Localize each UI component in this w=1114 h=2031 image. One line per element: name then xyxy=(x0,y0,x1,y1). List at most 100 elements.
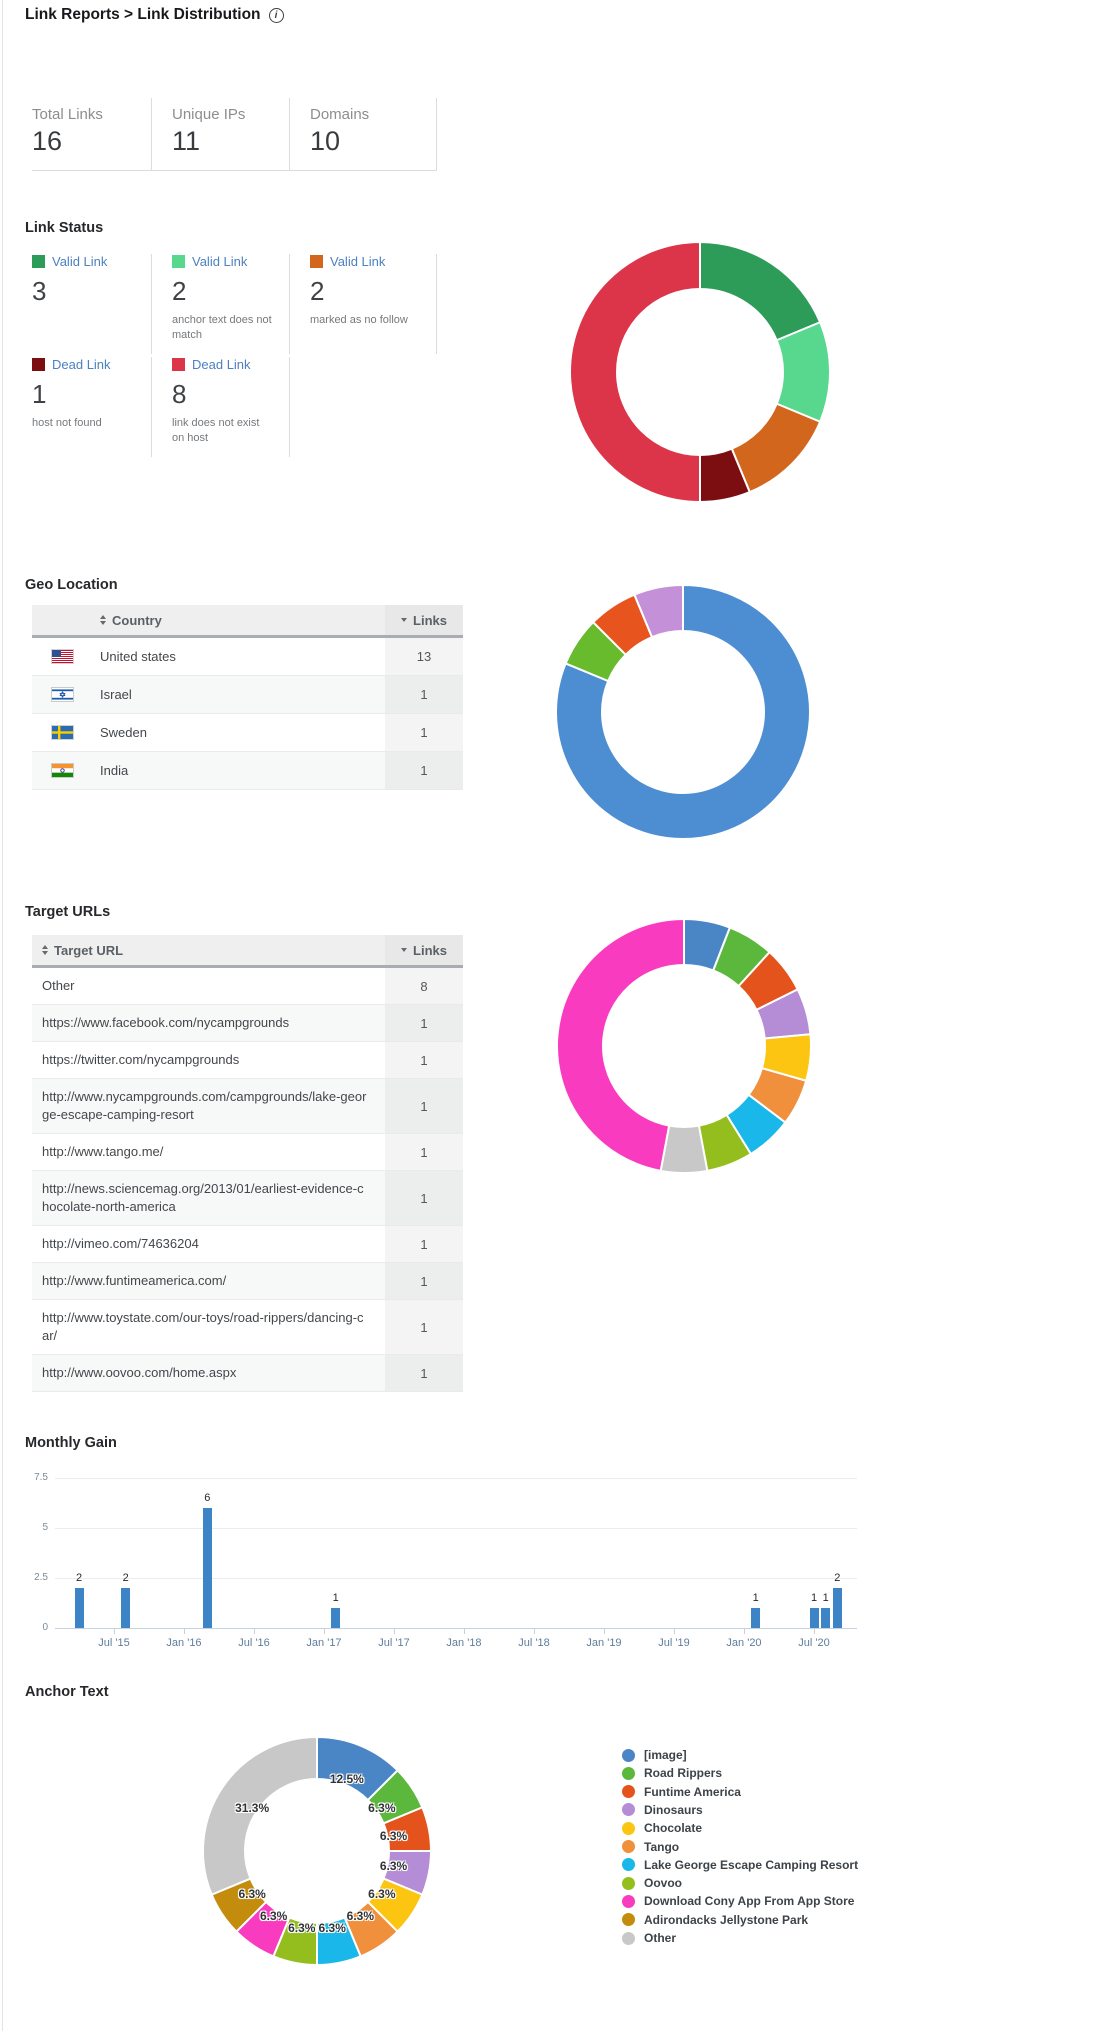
status-value: 2 xyxy=(310,276,325,306)
legend-item-road-rippers[interactable]: Road Rippers xyxy=(622,1764,722,1782)
bar-Mar-16[interactable] xyxy=(202,1508,212,1628)
status-label-row: Valid Link xyxy=(32,254,151,269)
bar-Aug-20[interactable] xyxy=(821,1608,831,1628)
bar-Feb-17[interactable] xyxy=(331,1608,341,1628)
target-url: http://vimeo.com/74636204 xyxy=(42,1236,199,1251)
bar-Sep-20[interactable] xyxy=(832,1588,842,1628)
legend-item-adirondacks-jellystone-park[interactable]: Adirondacks Jellystone Park xyxy=(622,1911,808,1929)
donut-slice-9[interactable] xyxy=(556,917,685,1173)
bar-value-label: 1 xyxy=(332,1592,339,1604)
donut-slice-percent-label: 6.3% xyxy=(259,1908,288,1923)
country-flag-cell xyxy=(32,638,100,675)
donut-slice-percent-label: 6.3% xyxy=(368,1887,396,1902)
bar-Feb-20[interactable] xyxy=(751,1608,761,1628)
stat-label: Unique IPs xyxy=(172,106,246,123)
links-count: 1 xyxy=(385,1263,463,1299)
country-flag-cell xyxy=(32,752,100,789)
links-count: 1 xyxy=(385,1226,463,1262)
status-desc: marked as no follow xyxy=(310,314,408,326)
geo-table: Country Links United states 13 Israel 1 Swed… xyxy=(32,605,463,790)
status-color-swatch xyxy=(172,358,185,371)
legend-color-dot xyxy=(622,1913,635,1927)
bar-value-label: 2 xyxy=(122,1572,129,1584)
stat-domains: Domains 10 xyxy=(290,98,437,170)
gridline xyxy=(55,1528,857,1529)
monthly-gain-bar-chart: 7.5 5 2.5 0 Jul '15 Jan '16 Jul '16 Jan '17 Jul … xyxy=(0,1460,1114,1670)
donut-slice-10[interactable] xyxy=(202,1735,318,1896)
legend-item-oovoo[interactable]: Oovoo xyxy=(622,1874,682,1892)
legend-item-dinosaurs[interactable]: Dinosaurs xyxy=(622,1801,703,1819)
bar-Aug-15[interactable] xyxy=(121,1588,131,1628)
status-label: Dead Link xyxy=(192,357,251,372)
gridline xyxy=(55,1478,857,1479)
link-status-cell: Valid Link 2 marked as no follow xyxy=(290,254,437,354)
donut-slice-0[interactable] xyxy=(555,583,811,840)
info-icon[interactable]: i xyxy=(268,7,284,23)
x-axis-tick-label: Jul '16 xyxy=(238,1637,270,1649)
legend-item-funtime-america[interactable]: Funtime America xyxy=(622,1783,741,1801)
links-count: 1 xyxy=(385,676,463,713)
donut-slice-0[interactable] xyxy=(699,240,822,342)
donut-slice-3[interactable] xyxy=(633,583,684,639)
geo-table-body: United states 13 Israel 1 Sweden 1 India 1 xyxy=(32,638,463,790)
legend-label: Funtime America xyxy=(644,1784,741,1799)
table-row: http://news.sciencemag.org/2013/01/earli… xyxy=(32,1171,463,1226)
links-count: 1 xyxy=(385,1079,463,1133)
target-url-header-label: Target URL xyxy=(54,942,124,958)
links-count: 1 xyxy=(385,1005,463,1041)
target-url: http://news.sciencemag.org/2013/01/earli… xyxy=(42,1181,364,1214)
x-axis-tick-label: Jul '18 xyxy=(518,1637,550,1649)
link-status-cell: Valid Link 3 xyxy=(32,254,152,354)
x-axis-tick-label: Jul '19 xyxy=(658,1637,690,1649)
table-row: http://www.oovoo.com/home.aspx 1 xyxy=(32,1355,463,1392)
x-axis-tick xyxy=(674,1628,675,1634)
bar-Apr-15[interactable] xyxy=(74,1588,84,1628)
legend-item-lake-george-escape-camping-resort[interactable]: Lake George Escape Camping Resort xyxy=(622,1856,858,1874)
geo-country-header[interactable]: Country xyxy=(100,605,385,635)
geo-country-header-label: Country xyxy=(112,612,162,628)
legend-item-tango[interactable]: Tango xyxy=(622,1838,679,1856)
target-url: http://www.tango.me/ xyxy=(42,1144,164,1159)
status-desc: anchor text does not match xyxy=(172,314,272,342)
status-label: Valid Link xyxy=(330,254,386,269)
x-axis-tick xyxy=(464,1628,465,1634)
status-label: Dead Link xyxy=(52,357,111,372)
page-title: Link Reports > Link Distribution xyxy=(25,6,261,23)
status-label-row: Dead Link xyxy=(172,357,289,372)
links-count: 1 xyxy=(385,1134,463,1170)
sort-desc-icon xyxy=(401,948,408,952)
geo-links-header[interactable]: Links xyxy=(385,605,463,635)
link-status-grid-row-2: Dead Link 1 host not found Dead Link 8 link d… xyxy=(32,357,290,457)
x-axis-tick xyxy=(114,1628,115,1634)
target-links-header[interactable]: Links xyxy=(385,935,463,965)
legend-item-download-cony-app-from-app-store[interactable]: Download Cony App From App Store xyxy=(622,1892,854,1910)
status-color-swatch xyxy=(172,255,185,268)
status-label-row: Valid Link xyxy=(172,254,289,269)
table-row: Sweden 1 xyxy=(32,714,463,752)
donut-slice-percent-label: 6.3% xyxy=(346,1908,375,1923)
y-axis-tick-label: 7.5 xyxy=(34,1472,48,1483)
summary-stats: Total Links 16 Unique IPs 11 Domains 10 xyxy=(32,98,437,171)
status-value: 8 xyxy=(172,379,187,409)
target-url: http://www.oovoo.com/home.aspx xyxy=(42,1365,237,1380)
bar-Jul-20[interactable] xyxy=(809,1608,819,1628)
legend-label: Road Rippers xyxy=(644,1766,723,1781)
legend-item-other[interactable]: Other xyxy=(622,1929,676,1947)
legend-color-dot xyxy=(622,1858,635,1872)
x-axis-tick xyxy=(184,1628,185,1634)
target-url: Other xyxy=(42,978,75,993)
target-url-header[interactable]: Target URL xyxy=(32,935,385,965)
stat-unique-ips: Unique IPs 11 xyxy=(152,98,290,170)
x-axis-tick-label: Jul '20 xyxy=(798,1637,830,1649)
legend-color-dot xyxy=(622,1785,635,1799)
bar-value-label: 2 xyxy=(834,1572,841,1584)
legend-item-image[interactable]: [image] xyxy=(622,1746,687,1764)
monthly-gain-title: Monthly Gain xyxy=(25,1435,117,1451)
donut-slice-4[interactable] xyxy=(569,240,701,504)
link-status-cell: Valid Link 2 anchor text does not match xyxy=(152,254,290,354)
legend-color-dot xyxy=(622,1821,635,1835)
legend-color-dot xyxy=(622,1748,635,1762)
legend-item-chocolate[interactable]: Chocolate xyxy=(622,1819,702,1837)
legend-label: [image] xyxy=(644,1748,687,1762)
country-name: India xyxy=(100,763,129,778)
